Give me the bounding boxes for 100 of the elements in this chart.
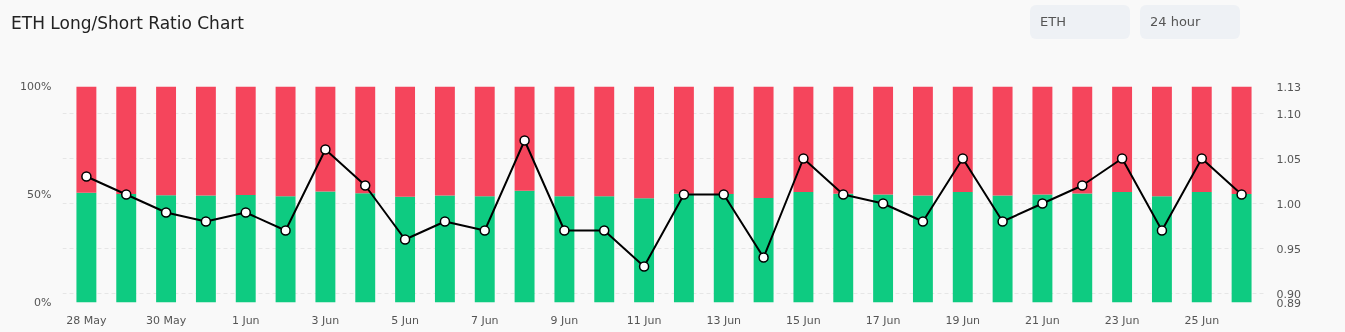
point — [1156, 225, 1168, 236]
bar — [873, 86, 894, 195]
x-tick-label: 13 Jun — [706, 313, 742, 327]
y2-tick-label: 0.89 — [1276, 296, 1301, 310]
bar — [793, 192, 814, 303]
x-tick-label: 25 Jun — [1184, 313, 1220, 327]
bar — [753, 197, 774, 303]
bar — [594, 196, 615, 303]
point — [838, 189, 849, 200]
bar — [1231, 86, 1252, 195]
bar — [156, 195, 177, 303]
bar — [1151, 196, 1172, 303]
point — [519, 135, 530, 146]
point — [439, 216, 451, 227]
bar — [713, 194, 734, 303]
bar — [116, 86, 137, 195]
bar — [395, 86, 416, 197]
point — [120, 189, 132, 200]
bar — [554, 86, 575, 197]
bar — [1112, 192, 1133, 303]
point — [200, 216, 212, 227]
point — [798, 153, 809, 164]
text: 24 hour — [1150, 13, 1201, 31]
bar — [514, 190, 535, 303]
point — [280, 225, 291, 236]
bar — [76, 192, 97, 303]
bar — [594, 86, 615, 197]
x-tick-label: 30 May — [145, 313, 187, 327]
x-tick-label: 21 Jun — [1025, 313, 1060, 327]
y-tick-label: 100% — [20, 80, 52, 93]
bar — [1032, 194, 1053, 303]
bar — [673, 86, 694, 194]
bar — [1191, 192, 1212, 303]
y2-tick-label: 1.13 — [1276, 80, 1301, 94]
bar — [156, 86, 177, 196]
bar — [315, 191, 336, 303]
point — [1077, 180, 1088, 191]
bar — [275, 86, 296, 197]
bar — [673, 193, 694, 303]
bar — [992, 86, 1013, 196]
x-tick-label: 1 Jun — [231, 313, 260, 327]
point — [1116, 153, 1128, 164]
y-tick-label: 0% — [34, 296, 52, 309]
bar — [833, 193, 854, 303]
bar — [912, 86, 933, 196]
chart-title: ETH Long/Short Ratio Chart — [11, 12, 244, 35]
bar — [195, 195, 216, 303]
x-tick-label: 15 Jun — [786, 313, 821, 327]
x-tick-label: 9 Jun — [550, 313, 579, 327]
y2-tick-label: 1.05 — [1276, 152, 1301, 166]
bar — [355, 193, 376, 303]
bar — [952, 192, 973, 303]
bar — [833, 86, 854, 194]
bar — [395, 196, 416, 303]
point — [599, 225, 610, 236]
bar — [1072, 86, 1093, 194]
bar — [195, 86, 216, 196]
bar — [1112, 86, 1133, 193]
x-tick-label: 11 Jun — [626, 313, 662, 327]
bar — [952, 86, 973, 193]
point — [1236, 189, 1247, 200]
point — [399, 234, 411, 245]
point — [917, 216, 929, 227]
bar — [1151, 86, 1172, 197]
y2-tick-label: 1.00 — [1276, 197, 1301, 211]
bar — [793, 86, 814, 193]
point — [1196, 153, 1208, 164]
bar — [634, 198, 655, 303]
bar — [1231, 194, 1252, 303]
bar — [235, 86, 256, 195]
bar — [474, 86, 495, 197]
point — [638, 261, 650, 272]
bar — [1191, 86, 1212, 193]
point — [479, 225, 490, 236]
bar — [1072, 193, 1093, 303]
point — [160, 207, 172, 218]
point — [81, 171, 92, 182]
bar — [514, 86, 535, 191]
x-tick-label: 7 Jun — [470, 313, 499, 327]
bar — [235, 194, 256, 303]
text: ETH — [1040, 13, 1066, 31]
bar — [434, 86, 455, 196]
bar — [713, 86, 734, 195]
point — [559, 225, 570, 236]
y2-tick-label: 0.95 — [1276, 242, 1301, 256]
y-tick-label: 50% — [27, 188, 52, 201]
x-tick-label: 17 Jun — [865, 313, 901, 327]
x-tick-label: 5 Jun — [391, 313, 419, 327]
point — [758, 252, 769, 263]
point — [877, 198, 889, 209]
bar — [873, 194, 894, 303]
bar — [912, 195, 933, 303]
bar — [355, 86, 376, 194]
point — [997, 216, 1008, 227]
point — [320, 144, 331, 155]
point — [718, 189, 729, 200]
bar — [315, 86, 336, 192]
x-tick-label: 23 Jun — [1104, 313, 1140, 327]
point — [957, 153, 969, 164]
bar — [1032, 86, 1053, 195]
